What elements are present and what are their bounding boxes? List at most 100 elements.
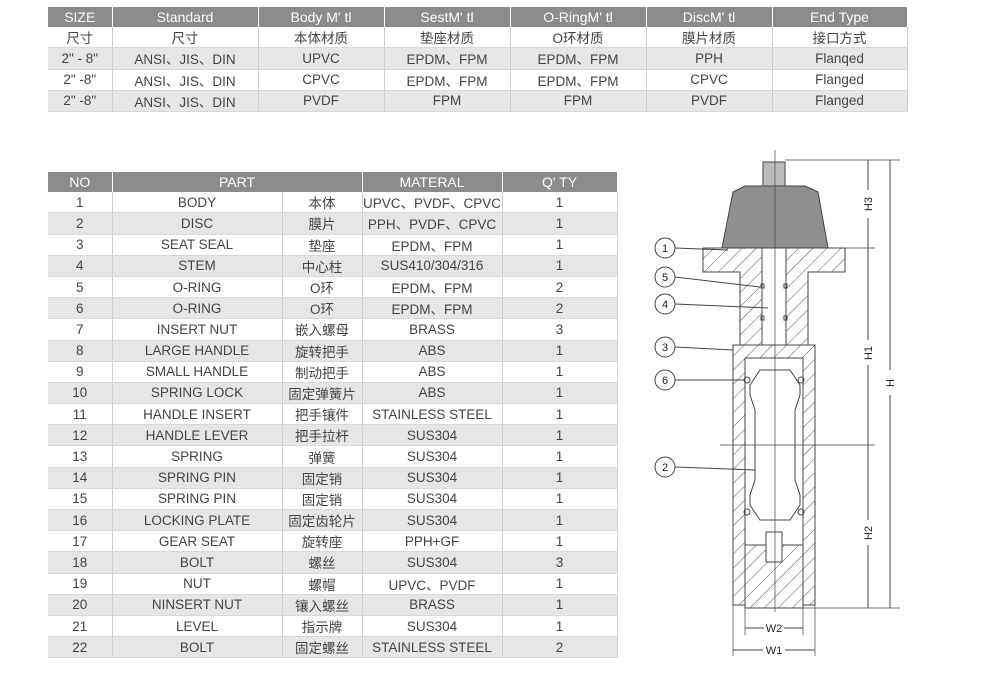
table-row: 3 SEAT SEAL 垫座 EPDM、FPM 1: [48, 234, 618, 256]
table-cell: 11: [48, 403, 113, 426]
table-row: 12 HANDLE LEVER 把手拉杆 SUS304 1: [48, 424, 618, 447]
table-cell: BODY: [112, 192, 283, 214]
table-cell: INSERT NUT: [112, 318, 283, 341]
table-cell: 膜片材质: [646, 27, 773, 49]
table-cell: 2: [48, 212, 113, 235]
table-cell: 1: [502, 509, 618, 532]
callout-label: 3: [662, 342, 668, 354]
table-cell: 膜片: [282, 212, 363, 235]
table-cell: Flanged: [772, 90, 908, 112]
column-header: MATERAL: [362, 172, 503, 193]
table-cell: 10: [48, 382, 113, 405]
table-cell: 弹簧: [282, 445, 363, 468]
table-cell: SUS304: [362, 551, 503, 574]
table-cell: 1: [48, 192, 113, 214]
table-cell: 把手镶件: [282, 403, 363, 426]
table-cell: 14: [48, 467, 113, 489]
table-cell: 21: [48, 615, 113, 638]
table-cell: Flanqed: [772, 47, 908, 70]
table-row: 19 NUT 螺帽 UPVC、PVDF 1: [48, 573, 618, 595]
table-cell: CPVC: [646, 69, 773, 91]
table-cell: HANDLE INSERT: [112, 403, 283, 426]
table-cell: 螺丝: [282, 551, 363, 574]
table-cell: EPDM、FPM: [384, 47, 511, 70]
table-cell: 螺帽: [282, 573, 363, 595]
table-cell: BOLT: [112, 551, 283, 574]
table-cell: 3: [502, 551, 618, 574]
column-header: Standard: [112, 7, 259, 28]
table-cell: 15: [48, 488, 113, 511]
table-cell: 19: [48, 573, 113, 595]
table-cell: SUS304: [362, 445, 503, 468]
dim-h3: H3: [863, 197, 875, 211]
table-cell: 1: [502, 615, 618, 638]
table-cell: 垫座: [282, 234, 363, 256]
table-cell: ANSI、JIS、DIN: [112, 90, 259, 112]
table-cell: 1: [502, 594, 618, 616]
table-cell: 固定齿轮片: [282, 509, 363, 532]
column-header: NO: [48, 172, 113, 193]
column-header: PART: [112, 172, 363, 193]
table-cell: 7: [48, 318, 113, 341]
table-cell: 1: [502, 530, 618, 553]
callout-label: 4: [662, 299, 668, 311]
table-cell: SUS304: [362, 509, 503, 532]
table-cell: 旋转把手: [282, 340, 363, 362]
table-cell: 本体: [282, 192, 363, 214]
table-row: 16 LOCKING PLATE 固定齿轮片 SUS304 1: [48, 509, 618, 532]
table-cell: 2: [502, 276, 618, 299]
dim-w2: W2: [766, 623, 783, 635]
table-cell: O环: [282, 276, 363, 299]
table-cell: 13: [48, 445, 113, 468]
table-cell: 制动把手: [282, 361, 363, 383]
table-row: 20 NINSERT NUT 镶入螺丝 BRASS 1: [48, 594, 618, 616]
table-cell: ANSI、JIS、DIN: [112, 69, 259, 91]
table-row: 2" - 8" ANSI、JIS、DIN UPVC EPDM、FPM EPDM、FPM P…: [48, 47, 908, 70]
table-cell: EPDM、FPM: [362, 234, 503, 256]
table-cell: 16: [48, 509, 113, 532]
table-cell: 垫座材质: [384, 27, 511, 49]
table-cell: O-RING: [112, 297, 283, 320]
table-cell: 9: [48, 361, 113, 383]
table-cell: BRASS: [362, 594, 503, 616]
table-cell: DISC: [112, 212, 283, 235]
table-cell: 3: [502, 318, 618, 341]
callout-circle: [654, 266, 676, 288]
table-cell: 把手拉杆: [282, 424, 363, 447]
table-cell: 5: [48, 276, 113, 299]
column-header: End Type: [772, 7, 908, 28]
table-cell: SUS304: [362, 488, 503, 511]
table-cell: 固定弹簧片: [282, 382, 363, 405]
table-cell: 1: [502, 340, 618, 362]
table-cell: EPDM、FPM: [510, 47, 647, 70]
column-header: DiscM' tl: [646, 7, 773, 28]
table-cell: 嵌入螺母: [282, 318, 363, 341]
table-cell: EPDM、FPM: [510, 69, 647, 91]
table-cell: 1: [502, 445, 618, 468]
callout-circle: [654, 369, 676, 391]
table-cell: SEAT SEAL: [112, 234, 283, 256]
table-cell: 指示牌: [282, 615, 363, 638]
table-cell: EPDM、FPM: [362, 276, 503, 299]
table-cell: ANSI、JIS、DIN: [112, 47, 259, 70]
table-cell: LOCKING PLATE: [112, 509, 283, 532]
dim-h: H: [885, 379, 897, 387]
table-cell: 固定销: [282, 488, 363, 511]
table-row: 2" -8" ANSI、JIS、DIN CPVC EPDM、FPM EPDM、FPM CP…: [48, 69, 908, 91]
table-cell: 1: [502, 403, 618, 426]
callout-circle: [654, 456, 676, 478]
table-cell: CPVC: [258, 69, 385, 91]
table-cell: 12: [48, 424, 113, 447]
table-cell: STAINLESS STEEL: [362, 403, 503, 426]
table-cell: 2" - 8": [48, 47, 113, 70]
table-cell: EPDM、FPM: [362, 297, 503, 320]
table-cell: 2: [502, 297, 618, 320]
table-cell: SPRING PIN: [112, 467, 283, 489]
table-cell: O-RING: [112, 276, 283, 299]
parts-table: NO PART MATERAL Q' TY 1 BODY 本体 UPVC、PVDF、CPVC 1…: [48, 172, 618, 659]
callout-label: 2: [662, 462, 668, 474]
table-cell: 接口方式: [772, 27, 908, 49]
table-cell: 22: [48, 636, 113, 659]
table-cell: PVDF: [258, 90, 385, 112]
table-cell: 1: [502, 361, 618, 383]
